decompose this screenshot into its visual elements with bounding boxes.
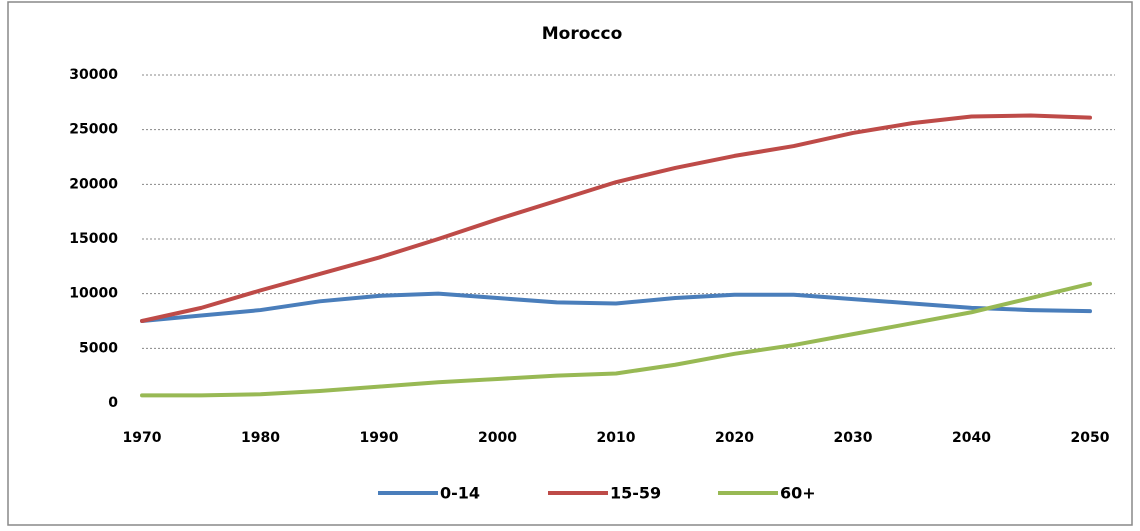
x-tick-label: 1980 — [241, 430, 280, 446]
y-tick-label: 5000 — [79, 340, 118, 356]
y-tick-label: 20000 — [69, 176, 118, 192]
y-tick-label: 0 — [108, 395, 118, 411]
line — [140, 291, 1092, 323]
chart-border — [7, 1, 1133, 526]
x-tick-label: 1990 — [360, 430, 399, 446]
y-tick-label: 25000 — [69, 122, 118, 138]
x-tick-label: 2000 — [478, 430, 517, 446]
x-tick-label: 2050 — [1071, 430, 1110, 446]
x-tick-label: 2040 — [952, 430, 991, 446]
chart-title: Morocco — [542, 24, 623, 44]
y-tick-label: 15000 — [69, 231, 118, 247]
y-tick-label: 30000 — [69, 67, 118, 83]
line — [140, 281, 1092, 398]
x-tick-label: 2010 — [597, 430, 636, 446]
x-tick-label: 2020 — [715, 430, 754, 446]
x-tick-label: 2030 — [834, 430, 873, 446]
legend-label: 0-14 — [440, 484, 480, 503]
y-tick-label: 10000 — [69, 286, 118, 302]
x-tick-label: 1970 — [123, 430, 162, 446]
legend-label: 60+ — [780, 484, 816, 503]
line — [140, 113, 1092, 323]
legend-label: 15-59 — [610, 484, 661, 503]
